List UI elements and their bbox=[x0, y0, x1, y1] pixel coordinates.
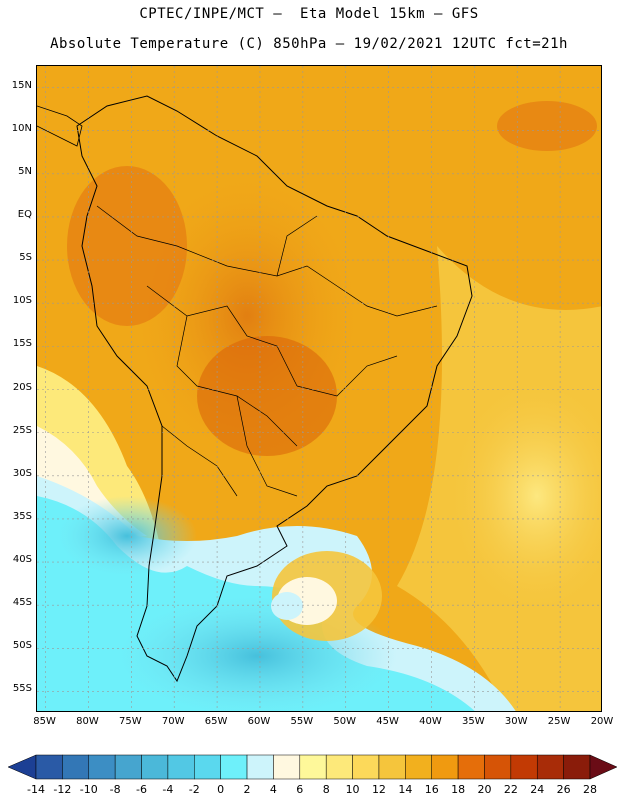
gridlines bbox=[37, 66, 601, 711]
chart-title-line2: Absolute Temperature (C) 850hPa – 19/02/… bbox=[50, 36, 568, 52]
colorbar-swatch bbox=[167, 754, 195, 780]
colorbar-swatch bbox=[35, 754, 63, 780]
colorbar-tick-label: -10 bbox=[79, 783, 98, 796]
colorbar-tick-label: -2 bbox=[188, 783, 200, 796]
colorbar-swatch bbox=[563, 754, 591, 780]
colorbar-tick-label: 22 bbox=[503, 783, 518, 796]
colorbar-swatch bbox=[325, 754, 353, 780]
colorbar-tick-label: -14 bbox=[27, 783, 45, 796]
continent-outline bbox=[76, 95, 473, 683]
lat-tick-label: 5N bbox=[18, 165, 32, 177]
map-area bbox=[36, 65, 602, 712]
colorbar-swatch bbox=[141, 754, 169, 780]
lon-tick-label: 85W bbox=[33, 716, 56, 727]
field-light-ocean bbox=[447, 376, 601, 616]
lat-tick-label: 20S bbox=[12, 381, 32, 393]
field-hot-spot bbox=[197, 336, 337, 456]
field-cold-spot-west bbox=[57, 496, 197, 576]
colorbar-tick-label: 12 bbox=[371, 783, 386, 796]
colorbar-swatch bbox=[484, 754, 512, 780]
lon-tick-label: 35W bbox=[462, 716, 485, 727]
lon-tick-label: 20W bbox=[590, 716, 614, 727]
chart-title-line1: CPTEC/INPE/MCT – Eta Model 15km – GFS bbox=[139, 6, 479, 22]
colorbar-tick-label: 10 bbox=[345, 783, 360, 796]
colorbar-tick-label: -8 bbox=[109, 783, 121, 796]
colorbar-tick-label: -4 bbox=[162, 783, 174, 796]
lon-tick-label: 25W bbox=[547, 716, 571, 727]
lat-tick-label: 45S bbox=[12, 597, 32, 609]
colorbar-tick-label: 8 bbox=[322, 783, 330, 796]
lat-tick-label: 40S bbox=[12, 554, 32, 566]
colorbar-tick-label: 26 bbox=[556, 783, 571, 796]
lat-tick-label: 25S bbox=[12, 424, 32, 436]
colorbar-tick-label: 6 bbox=[296, 783, 304, 796]
colorbar-swatch bbox=[8, 754, 37, 780]
lon-tick-label: 75W bbox=[119, 716, 142, 727]
lon-tick-label: 40W bbox=[419, 716, 442, 727]
colorbar-swatch bbox=[510, 754, 538, 780]
colorbar-swatch bbox=[378, 754, 406, 780]
lon-tick-label: 65W bbox=[204, 716, 228, 727]
colorbar-tick-label: 20 bbox=[477, 783, 492, 796]
field-ocean-warm bbox=[497, 101, 597, 151]
colorbar-tick-label: 14 bbox=[398, 783, 413, 796]
field-north-warm bbox=[67, 166, 187, 326]
lat-tick-label: 10S bbox=[12, 295, 32, 307]
lat-tick-label: 15N bbox=[11, 79, 32, 91]
colorbar-swatch bbox=[62, 754, 90, 780]
lat-tick-label: 5S bbox=[19, 252, 32, 264]
central-america-outline bbox=[37, 105, 83, 147]
colorbar-tick-label: 2 bbox=[243, 783, 251, 796]
colorbar-tick-label: -6 bbox=[136, 783, 147, 796]
colorbar-swatch bbox=[194, 754, 221, 780]
colorbar-swatch bbox=[589, 754, 618, 780]
lon-tick-label: 80W bbox=[76, 716, 99, 727]
lon-tick-label: 60W bbox=[247, 716, 271, 727]
colorbar-swatch bbox=[431, 754, 459, 780]
lat-tick-label: 35S bbox=[12, 510, 32, 522]
lon-tick-label: 45W bbox=[376, 716, 399, 727]
temperature-field-map bbox=[37, 66, 601, 711]
lat-tick-label: 30S bbox=[12, 467, 32, 479]
colorbar-swatch bbox=[273, 754, 301, 780]
colorbar-tick-label: 28 bbox=[583, 783, 597, 796]
lat-tick-label: 15S bbox=[12, 338, 32, 350]
colorbar-tick-label: 16 bbox=[424, 783, 439, 796]
colorbar-swatch bbox=[88, 754, 116, 780]
colorbar-swatch bbox=[536, 754, 564, 780]
colorbar-swatch bbox=[220, 754, 248, 780]
colorbar-tick-label: 0 bbox=[217, 783, 225, 796]
colorbar-swatch bbox=[457, 754, 485, 780]
colorbar-tick-label: 4 bbox=[269, 783, 277, 796]
colorbar-swatch bbox=[352, 754, 380, 780]
lat-tick-label: 10N bbox=[11, 122, 32, 134]
lat-tick-label: EQ bbox=[17, 208, 32, 220]
colorbar-tick-label: 18 bbox=[451, 783, 466, 796]
lat-tick-label: 55S bbox=[12, 683, 32, 695]
lat-tick-label: 50S bbox=[12, 640, 32, 652]
colorbar-tick-label: -12 bbox=[53, 783, 72, 796]
colorbar bbox=[8, 754, 618, 780]
lon-tick-label: 70W bbox=[161, 716, 185, 727]
country-borders bbox=[96, 205, 438, 497]
colorbar-swatch bbox=[114, 754, 142, 780]
colorbar-swatch bbox=[405, 754, 432, 780]
lon-tick-label: 50W bbox=[333, 716, 357, 727]
colorbar-swatch bbox=[299, 754, 327, 780]
colorbar-swatch bbox=[246, 754, 274, 780]
colorbar-tick-label: 24 bbox=[530, 783, 545, 796]
lon-tick-label: 55W bbox=[290, 716, 314, 727]
lon-tick-label: 30W bbox=[504, 716, 528, 727]
field-swirl-core bbox=[271, 592, 303, 620]
